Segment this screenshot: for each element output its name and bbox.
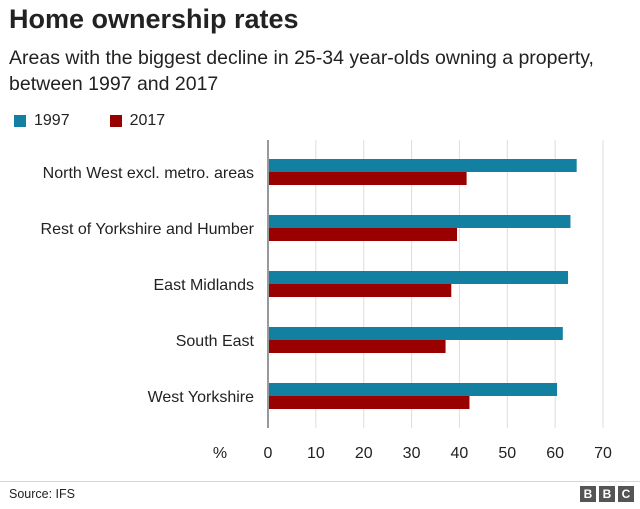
legend-swatch-2017 bbox=[109, 115, 122, 127]
bar-1997 bbox=[268, 159, 577, 172]
x-tick-label: 60 bbox=[546, 445, 564, 462]
logo-letter: C bbox=[618, 486, 634, 502]
bar-1997 bbox=[268, 383, 558, 396]
legend-label-1997: 1997 bbox=[34, 112, 70, 129]
bar-2017 bbox=[268, 284, 452, 297]
bar-2017 bbox=[268, 340, 446, 353]
bbc-logo: B B C bbox=[577, 486, 634, 502]
category-label: South East bbox=[176, 333, 255, 350]
footer-divider bbox=[0, 481, 640, 482]
legend-item-2017: 2017 bbox=[109, 112, 166, 130]
logo-letter: B bbox=[599, 486, 615, 502]
bar-2017 bbox=[268, 228, 458, 241]
legend-swatch-1997 bbox=[14, 115, 26, 127]
legend-item-1997: 1997 bbox=[14, 112, 70, 130]
bar-1997 bbox=[268, 271, 569, 284]
bar-1997 bbox=[268, 327, 563, 340]
x-tick-label: 70 bbox=[594, 445, 612, 462]
legend-label-2017: 2017 bbox=[129, 112, 166, 129]
bar-2017 bbox=[268, 396, 470, 409]
chart-subtitle: Areas with the biggest decline in 25-34 … bbox=[9, 47, 594, 95]
x-tick-label: 30 bbox=[403, 445, 421, 462]
logo-letter: B bbox=[580, 486, 596, 502]
x-tick-label: 40 bbox=[451, 445, 469, 462]
x-tick-label: 20 bbox=[355, 445, 373, 462]
legend: 1997 2017 bbox=[14, 110, 205, 132]
category-label: Rest of Yorkshire and Humber bbox=[41, 221, 255, 238]
chart-title: Home ownership rates bbox=[9, 4, 299, 34]
bar-1997 bbox=[268, 215, 571, 228]
x-tick-label: 50 bbox=[498, 445, 516, 462]
x-tick-label: 0 bbox=[264, 445, 273, 462]
bar-2017 bbox=[268, 172, 467, 185]
x-unit-label: % bbox=[213, 445, 227, 462]
source-note: Source: IFS bbox=[9, 487, 75, 501]
category-label: North West excl. metro. areas bbox=[43, 165, 254, 182]
x-tick-label: 10 bbox=[307, 445, 325, 462]
category-label: East Midlands bbox=[154, 277, 255, 294]
category-label: West Yorkshire bbox=[148, 389, 255, 406]
